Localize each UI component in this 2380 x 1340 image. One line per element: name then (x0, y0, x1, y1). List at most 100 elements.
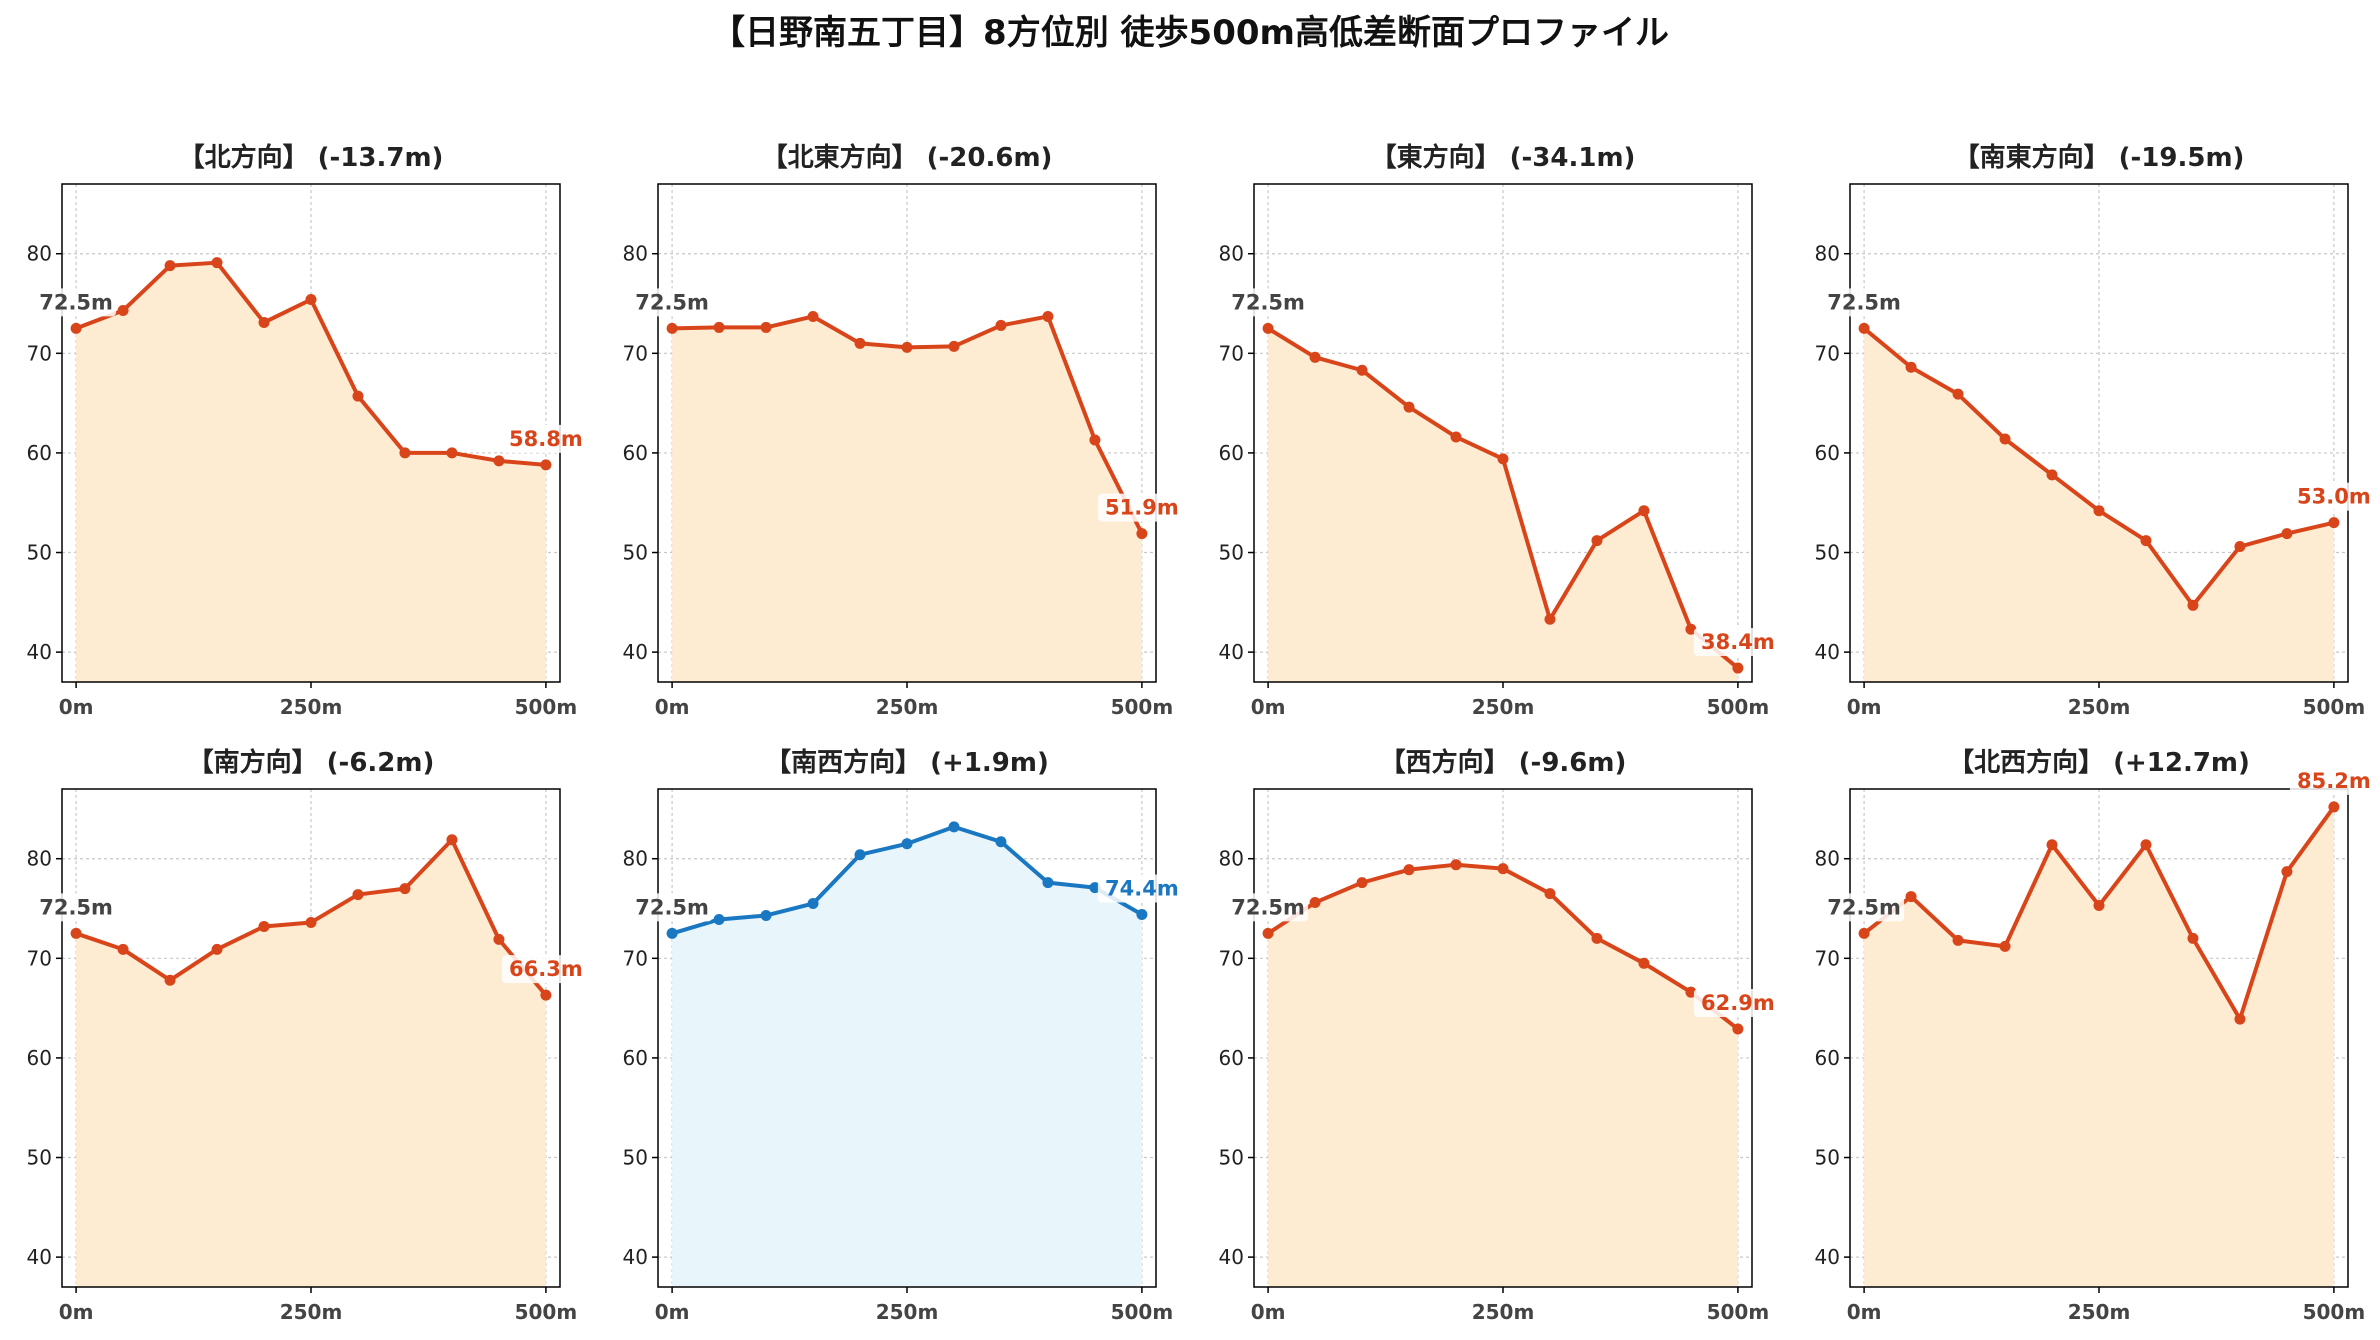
elevation-area (76, 262, 546, 682)
data-point (1638, 957, 1650, 969)
data-point (1356, 364, 1368, 376)
start-elevation-label: 72.5m (1827, 290, 1901, 314)
data-point (1497, 863, 1509, 875)
y-tick-label: 50 (1219, 1146, 1244, 1170)
data-point (666, 322, 678, 334)
data-point (2046, 469, 2058, 481)
x-tick-label: 250m (1472, 1300, 1535, 1324)
y-tick-label: 70 (1815, 946, 1840, 970)
data-point (446, 447, 458, 459)
x-tick-label: 0m (655, 695, 690, 719)
data-point (807, 310, 819, 322)
x-tick-label: 0m (1847, 1300, 1882, 1324)
data-point (1952, 934, 1964, 946)
data-point (1356, 877, 1368, 889)
data-point (713, 321, 725, 333)
data-point (807, 898, 819, 910)
x-tick-label: 500m (2303, 1300, 2366, 1324)
data-point (1858, 322, 1870, 334)
data-point (1952, 388, 1964, 400)
data-point (1591, 535, 1603, 547)
data-point (352, 889, 364, 901)
y-tick-label: 70 (1219, 946, 1244, 970)
x-tick-label: 250m (876, 1300, 939, 1324)
start-label-box (632, 288, 713, 317)
x-tick-label: 500m (1707, 695, 1770, 719)
panel-5: 【南西方向】 (+1.9m) 40 50 60 70 80 0m 250m 500m 72.5m 7… (623, 747, 1184, 1324)
data-point (1136, 908, 1148, 920)
x-tick-label: 500m (515, 1300, 578, 1324)
data-point (1591, 932, 1603, 944)
end-elevation-label: 58.8m (509, 427, 583, 451)
data-point (1450, 859, 1462, 871)
data-point (211, 943, 223, 955)
panel-title: 【北東方向】 (-20.6m) (762, 142, 1053, 173)
y-tick-label: 50 (27, 1146, 52, 1170)
y-tick-label: 40 (623, 640, 648, 664)
data-point (1999, 433, 2011, 445)
y-tick-label: 70 (27, 946, 52, 970)
x-tick-label: 250m (280, 695, 343, 719)
y-tick-label: 50 (1219, 541, 1244, 565)
y-tick-label: 50 (623, 541, 648, 565)
panel-3: 【南東方向】 (-19.5m) 40 50 60 70 80 0m 250m 500m 72.5m… (1815, 142, 2376, 719)
data-point (1089, 882, 1101, 894)
y-tick-label: 60 (623, 1046, 648, 1070)
data-point (1309, 351, 1321, 363)
y-tick-label: 60 (1219, 1046, 1244, 1070)
data-point (666, 927, 678, 939)
end-label-box (1097, 493, 1184, 522)
data-point (2234, 1013, 2246, 1025)
x-tick-label: 250m (280, 1300, 343, 1324)
elevation-area (76, 839, 546, 1287)
data-point (948, 340, 960, 352)
end-label-box (2289, 766, 2376, 795)
panel-title: 【北方向】 (-13.7m) (179, 142, 444, 173)
data-point (995, 836, 1007, 848)
y-tick-label: 80 (1219, 242, 1244, 266)
x-tick-label: 250m (1472, 695, 1535, 719)
data-point (399, 883, 411, 895)
end-label-box (1693, 989, 1780, 1018)
y-tick-label: 80 (623, 847, 648, 871)
data-point (164, 974, 176, 986)
data-point (854, 337, 866, 349)
data-point (854, 849, 866, 861)
data-point (70, 322, 82, 334)
start-label-box (1824, 893, 1905, 922)
data-point (1262, 927, 1274, 939)
data-point (2093, 505, 2105, 517)
y-tick-label: 40 (27, 1245, 52, 1269)
elevation-area (1268, 328, 1738, 682)
x-tick-label: 500m (1707, 1300, 1770, 1324)
data-point (540, 459, 552, 471)
data-point (1136, 528, 1148, 540)
data-point (117, 943, 129, 955)
data-point (1309, 897, 1321, 909)
x-tick-label: 500m (1111, 695, 1174, 719)
data-point (1905, 891, 1917, 903)
end-elevation-label: 85.2m (2297, 769, 2371, 793)
data-point (493, 933, 505, 945)
y-tick-label: 70 (1219, 341, 1244, 365)
data-point (2281, 528, 2293, 540)
data-point (2234, 541, 2246, 553)
y-tick-label: 50 (1815, 1146, 1840, 1170)
data-point (1732, 662, 1744, 674)
end-elevation-label: 38.4m (1701, 630, 1775, 654)
y-tick-label: 60 (623, 441, 648, 465)
start-label-box (1228, 288, 1309, 317)
y-tick-label: 40 (1219, 1245, 1244, 1269)
end-label-box (2289, 482, 2376, 511)
x-tick-label: 500m (2303, 695, 2366, 719)
data-point (446, 834, 458, 846)
y-tick-label: 50 (1815, 541, 1840, 565)
data-point (258, 316, 270, 328)
y-tick-label: 40 (1815, 1245, 1840, 1269)
y-tick-label: 80 (1219, 847, 1244, 871)
panel-2: 【東方向】 (-34.1m) 40 50 60 70 80 0m 250m 500m 72.5m 3… (1219, 142, 1780, 719)
start-elevation-label: 72.5m (1231, 290, 1305, 314)
data-point (1685, 986, 1697, 998)
